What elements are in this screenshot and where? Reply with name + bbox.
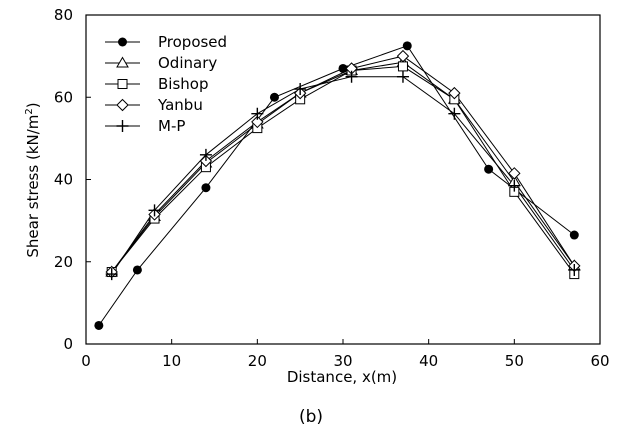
legend-entry-bishop: Bishop [105,75,208,93]
legend-marker-yanbu [116,98,129,112]
data-point-proposed [132,265,142,275]
legend-label: M-P [158,117,185,135]
legend-entry-m-p: M-P [105,117,185,135]
legend-entry-yanbu: Yanbu [105,96,203,114]
x-tick-label: 60 [590,352,609,370]
data-point-proposed [338,63,348,73]
figure-caption: (b) [299,407,323,427]
legend-marker-bishop [117,79,128,89]
plot-markers [94,41,581,330]
data-point-proposed [569,230,579,240]
y-axis-title-main: Shear stress (kN/m [24,115,42,258]
data-point-m-p [448,107,461,120]
series-line-proposed [98,45,575,326]
x-tick-label: 40 [419,352,438,370]
data-point-yanbu [448,86,461,100]
x-tick-label: 20 [248,352,267,370]
data-point-yanbu [508,167,521,180]
plot-lines [98,45,575,326]
data-point-m-p [396,70,409,83]
x-tick-label: 50 [505,352,524,370]
data-point-proposed [94,320,104,330]
legend-marker-odinary [116,56,129,68]
data-point-m-p [294,83,307,96]
y-tick-label: 0 [63,335,73,353]
legend-label: Odinary [158,54,217,72]
legend-marker-m-p [116,120,129,132]
y-tick-label: 40 [54,171,73,189]
y-axis-title: Shear stress (kN/m2) [24,102,42,257]
x-tick-label: 10 [162,352,181,370]
data-point-yanbu [251,115,264,129]
x-axis-ticks: 0 10 20 30 40 50 60 [81,339,610,370]
legend-entry-proposed: Proposed [105,33,227,51]
data-point-m-p [568,263,581,276]
data-point-bishop [397,61,408,72]
data-point-m-p [508,179,521,192]
y-axis-ticks: 0 20 40 60 80 [54,6,91,353]
legend-label: Yanbu [157,96,203,114]
legend-marker-proposed [118,37,127,47]
y-tick-label: 20 [54,253,73,271]
data-point-m-p [199,148,212,161]
y-axis-title-end: ) [24,102,42,108]
y-tick-label: 80 [54,6,73,24]
series-line-odinary [111,61,575,273]
series-line-m-p [111,76,575,275]
data-point-proposed [201,183,211,193]
series-line-yanbu [111,55,575,273]
y-axis-title-sup: 2 [24,108,35,114]
x-axis-title: Distance, x(m) [287,368,397,386]
data-point-yanbu [396,49,410,63]
data-point-proposed [269,92,279,102]
data-point-m-p [148,204,161,217]
data-point-proposed [484,164,494,174]
data-point-yanbu [199,154,213,168]
data-point-m-p [345,70,358,83]
y-tick-label: 60 [54,88,73,106]
x-tick-label: 0 [81,352,91,370]
x-tick-label: 30 [333,352,352,370]
series-line-bishop [111,65,575,275]
data-point-m-p [105,268,118,281]
legend-label: Bishop [158,75,208,93]
legend: Proposed Odinary Bishop Yanbu M-P [105,33,227,135]
legend-label: Proposed [158,33,227,51]
legend-entry-odinary: Odinary [105,54,217,72]
data-point-proposed [402,41,412,51]
data-point-m-p [251,107,264,120]
